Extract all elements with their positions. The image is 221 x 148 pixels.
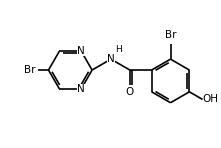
Text: Br: Br	[165, 30, 176, 40]
Text: N: N	[107, 54, 115, 64]
Text: N: N	[77, 84, 85, 94]
Text: N: N	[77, 46, 85, 56]
Text: O: O	[126, 87, 134, 97]
Text: O: O	[126, 88, 134, 98]
Text: Br: Br	[24, 65, 35, 75]
Text: H: H	[115, 45, 122, 54]
Text: OH: OH	[202, 94, 219, 104]
